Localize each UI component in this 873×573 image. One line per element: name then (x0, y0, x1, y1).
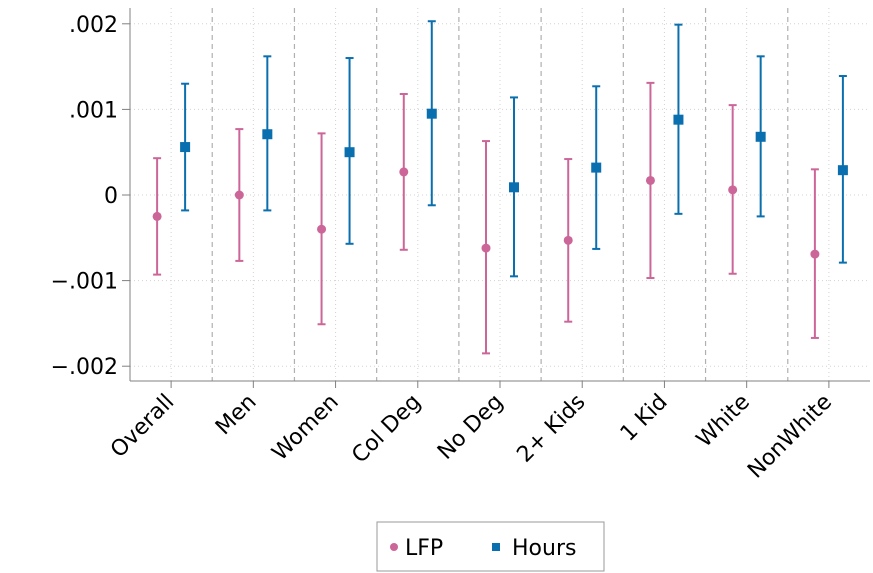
legend-label-lfp: LFP (405, 536, 443, 561)
hours-point (591, 162, 602, 173)
hours-point (426, 108, 437, 119)
lfp-point (317, 224, 327, 234)
hours-point (755, 131, 766, 142)
lfp-point (728, 185, 738, 195)
x-tick-label: NonWhite (743, 390, 837, 484)
legend: LFP Hours (376, 521, 605, 572)
y-tick-label: 0 (104, 184, 118, 209)
x-tick-label: 1 Kid (616, 390, 673, 447)
lfp-point (810, 249, 820, 259)
axes: .002 .001 0 −.001 −.002 Overall Men Women Col De… (51, 8, 870, 483)
grid (130, 8, 870, 381)
x-tick-label: Overall (106, 390, 179, 463)
legend-label-hours: Hours (512, 536, 576, 561)
x-tick-label: 2+ Kids (512, 390, 590, 468)
legend-box (376, 521, 605, 572)
hours-point (262, 129, 273, 140)
lfp-point (563, 235, 573, 245)
hours-point (180, 142, 191, 153)
legend-marker-hours (492, 543, 500, 551)
legend-marker-lfp (390, 543, 398, 551)
x-tick-label: Col Deg (347, 390, 426, 469)
x-tick-label: Women (268, 390, 344, 466)
hours-point (509, 182, 519, 193)
lfp-point (481, 243, 491, 253)
x-tick-label: No Deg (433, 390, 508, 465)
hours-point (673, 114, 684, 125)
lfp-point (399, 167, 409, 177)
lfp-point (234, 190, 244, 200)
y-tick-label: −.001 (51, 270, 118, 295)
lfp-point (152, 211, 162, 221)
y-tick-label: −.002 (51, 355, 118, 380)
x-tick-label: White (692, 390, 755, 453)
y-tick-label: .001 (69, 98, 118, 123)
lfp-point (645, 175, 655, 185)
hours-point (344, 147, 355, 158)
x-tick-label: Men (211, 390, 262, 441)
data-marks (152, 20, 848, 355)
hours-point (837, 165, 848, 176)
y-tick-label: .002 (69, 13, 118, 38)
